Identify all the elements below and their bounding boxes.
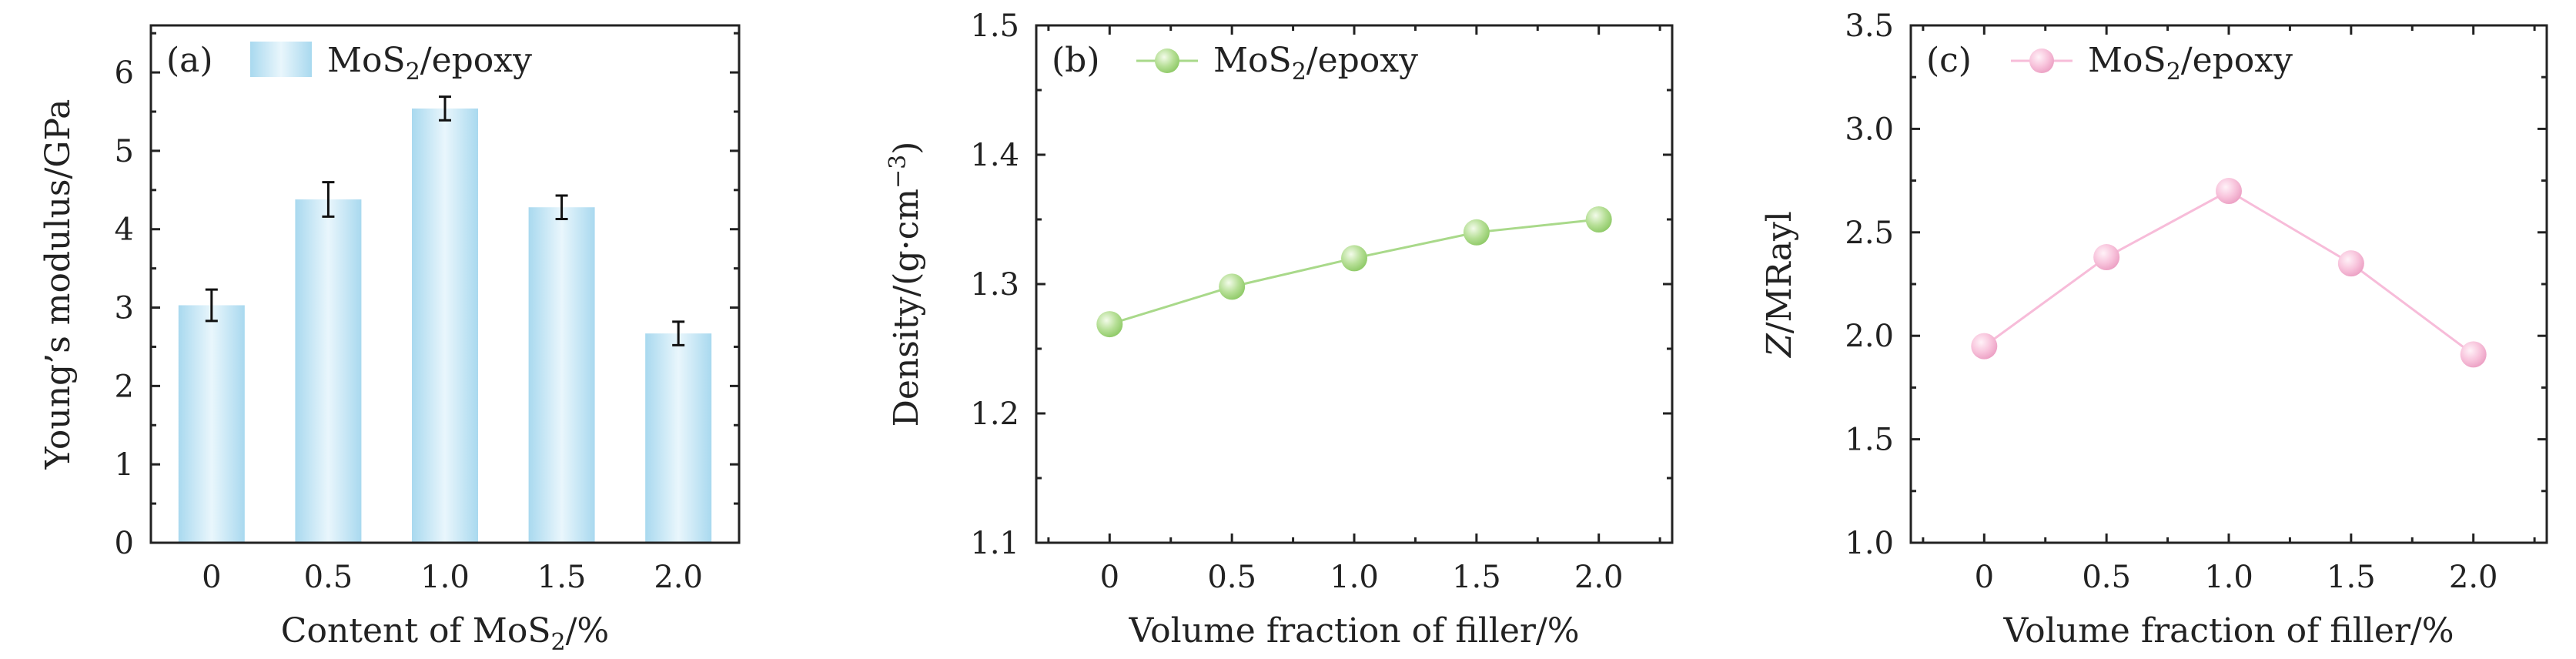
error-bar: [205, 288, 218, 323]
y-tick-label: 5: [115, 134, 134, 169]
panel-label: (c): [1926, 41, 1972, 80]
x-tick-label: 0.5: [304, 560, 353, 595]
y-tick-label: 1.1: [970, 526, 1019, 561]
y-tick-label: 1: [115, 447, 134, 483]
y-tick-label: 6: [115, 55, 134, 91]
y-tick-label: 2.0: [1845, 319, 1894, 354]
y-tick-label: 3: [115, 291, 134, 326]
legend-swatch: [250, 42, 312, 77]
data-point: [1219, 273, 1246, 300]
x-tick-label: 0: [1975, 560, 1994, 595]
x-tick-label: 0.5: [2082, 560, 2131, 595]
y-axis-title: Z/MRayl: [1760, 211, 1799, 359]
plot-frame: [1035, 24, 1674, 544]
data-point: [1463, 219, 1490, 246]
x-tick-label: 2.0: [654, 560, 703, 595]
x-tick-label: 1.0: [2204, 560, 2253, 595]
error-bar: [555, 194, 568, 220]
plot-frame: [1909, 24, 2548, 544]
data-point: [2460, 341, 2487, 368]
y-tick-label: 1.2: [970, 396, 1019, 432]
x-tick-label: 1.5: [1452, 560, 1501, 595]
y-tick-label: 1.4: [970, 138, 1019, 173]
data-point: [2093, 244, 2120, 271]
bar: [645, 333, 712, 543]
legend-label: MoS2/epoxy: [327, 41, 532, 85]
y-tick-label: 3.5: [1845, 8, 1894, 44]
data-point: [1096, 311, 1123, 338]
bar: [178, 305, 245, 543]
x-ticks: 0 0.5 1.0 1.5 2.0: [1922, 25, 2536, 595]
x-tick-label: 2.0: [1574, 560, 1624, 595]
panel-b-line-chart: 1.1 1.2 1.3 1.4 1.5 0 0.5 1.0 1.5 2.0 (b) MoS2/e…: [885, 8, 1674, 651]
bar: [412, 108, 478, 544]
data-point: [2337, 250, 2364, 277]
panel-label: (a): [166, 41, 213, 80]
x-ticks: 0 0.5 1.0 1.5 2.0: [202, 560, 703, 595]
x-axis-title: Content of MoS2/%: [281, 611, 609, 656]
y-tick-label: 3.0: [1845, 112, 1894, 147]
series-points: [1096, 206, 1612, 338]
y-tick-label: 4: [115, 212, 134, 248]
error-bars: [205, 95, 685, 346]
bar: [528, 207, 595, 543]
x-tick-label: 1.5: [537, 560, 587, 595]
y-tick-label: 0: [115, 526, 134, 561]
y-tick-label: 1.0: [1845, 526, 1894, 561]
legend-marker: [2029, 49, 2054, 73]
data-point: [1585, 206, 1612, 232]
x-tick-label: 0.5: [1207, 560, 1256, 595]
error-bar: [672, 320, 685, 346]
panel-c-line-chart: 1.0 1.5 2.0 2.5 3.0 3.5 0 0.5 1.0 1.5 2.0 (c) MoS…: [1760, 8, 2548, 651]
y-ticks: 0 1 2 3 4 5 6: [115, 32, 739, 561]
x-axis-title: Volume fraction of filler/%: [1128, 611, 1579, 651]
bar-series: [178, 108, 712, 544]
y-tick-label: 2: [115, 369, 134, 404]
y-tick-label: 1.3: [970, 267, 1019, 303]
y-axis-title: Density/(g·cm−3): [885, 142, 926, 427]
y-axis-title: Young’s modulus/GPa: [38, 99, 78, 470]
series-points: [1971, 178, 2487, 368]
series-line: [1109, 218, 1599, 326]
legend-marker: [1155, 49, 1179, 73]
y-tick-label: 1.5: [1845, 423, 1894, 458]
error-bar: [439, 95, 451, 122]
error-bar: [322, 181, 335, 218]
x-tick-label: 2.0: [2449, 560, 2498, 595]
y-ticks: 1.0 1.5 2.0 2.5 3.0 3.5: [1845, 8, 2547, 561]
x-tick-label: 1.0: [420, 560, 470, 595]
panel-a-bar-chart: 0 1 2 3 4 5 6 0 0.5 1.0 1.5 2.0 (a) MoS2/epoxy Con…: [38, 24, 741, 656]
y-tick-label: 2.5: [1845, 216, 1894, 251]
data-point: [2216, 178, 2242, 205]
series-line: [1983, 189, 2474, 356]
x-tick-label: 0: [202, 560, 221, 595]
y-tick-label: 1.5: [970, 8, 1019, 44]
legend-label: MoS2/epoxy: [2088, 41, 2293, 85]
x-axis-title: Volume fraction of filler/%: [2002, 611, 2454, 651]
series-line: [1983, 189, 2474, 356]
y-ticks: 1.1 1.2 1.3 1.4 1.5: [970, 8, 1672, 561]
bar: [295, 199, 362, 543]
data-point: [1971, 333, 1998, 360]
panel-label: (b): [1052, 41, 1100, 80]
series-line: [1109, 218, 1599, 326]
plot-frame: [149, 24, 741, 544]
x-tick-label: 1.0: [1330, 560, 1379, 595]
x-tick-label: 1.5: [2327, 560, 2376, 595]
data-point: [1341, 245, 1367, 272]
x-tick-label: 0: [1100, 560, 1119, 595]
x-ticks: 0 0.5 1.0 1.5 2.0: [1047, 25, 1661, 595]
legend-label: MoS2/epoxy: [1213, 41, 1418, 85]
